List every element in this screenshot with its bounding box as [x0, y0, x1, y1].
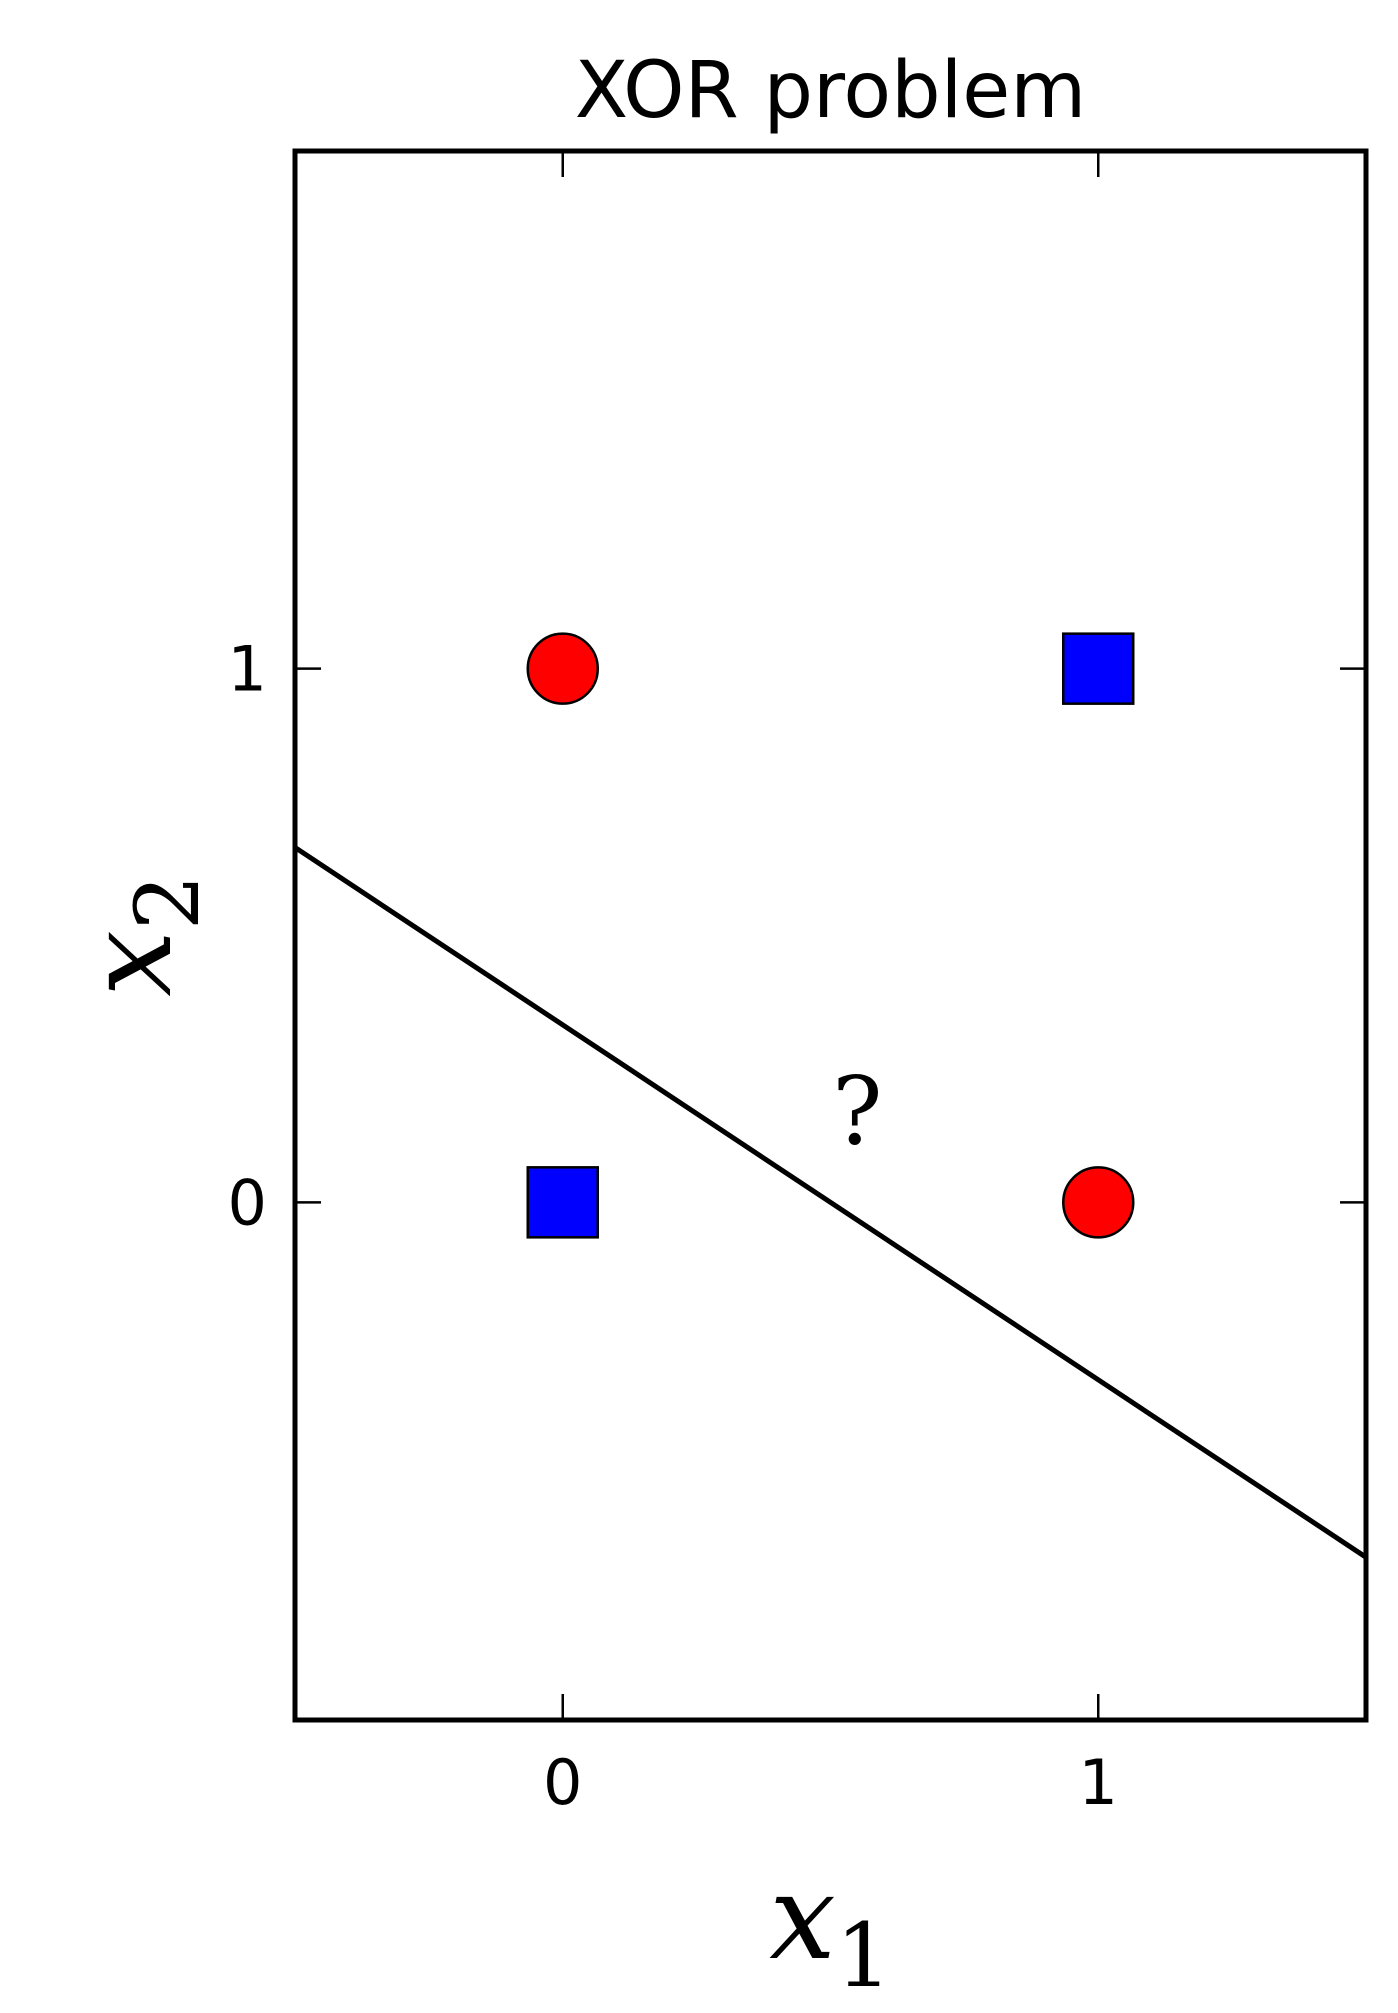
x-tick-label: 1	[1079, 1746, 1118, 1819]
chart-title: XOR problem	[575, 46, 1087, 136]
axes-frame	[292, 148, 1369, 1723]
x-axis-label-base: x	[769, 1848, 836, 1986]
x-axis-label-subscript: 1	[836, 1904, 892, 2007]
circle-marker	[1062, 1166, 1135, 1239]
y-tick-label: 1	[228, 633, 267, 706]
y-axis-label-group: x2	[60, 874, 219, 997]
circle-marker	[526, 632, 599, 705]
plot-area: ?	[293, 845, 1368, 1560]
data-markers	[526, 632, 1135, 1239]
axis-ticks: 0 1 0 1	[228, 151, 1366, 1819]
square-marker	[1062, 632, 1135, 705]
decision-boundary-line	[293, 845, 1368, 1560]
x-axis-label: x1	[769, 1848, 892, 2007]
y-axis-label-base: x	[60, 930, 198, 997]
square-marker	[526, 1166, 599, 1239]
y-tick-label: 0	[228, 1166, 267, 1239]
question-mark-annotation: ?	[832, 1058, 882, 1167]
y-axis-label: x2	[60, 874, 219, 997]
x-tick-label: 0	[543, 1746, 582, 1819]
y-axis-label-subscript: 2	[116, 874, 219, 930]
